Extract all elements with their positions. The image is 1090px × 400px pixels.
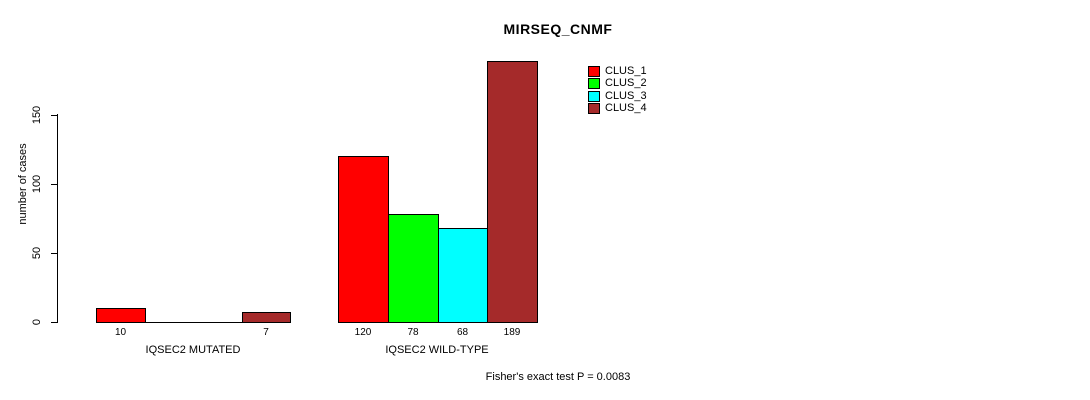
legend-entry-clus_4: CLUS_4: [588, 103, 647, 114]
bar-value-label: 120: [354, 327, 372, 338]
y-axis-line: [57, 114, 58, 323]
y-tick-label: 50: [31, 246, 43, 260]
legend-label: CLUS_3: [605, 90, 647, 102]
legend-swatch-clus_3: [588, 91, 600, 102]
legend-swatch-clus_2: [588, 78, 600, 89]
x-group-label-wildtype: IQSEC2 WILD-TYPE: [385, 344, 489, 356]
bar-value-label: 68: [456, 327, 469, 338]
x-group-label-mutated: IQSEC2 MUTATED: [145, 344, 241, 356]
legend-label: CLUS_4: [605, 102, 647, 114]
y-tick-label: 150: [31, 105, 43, 125]
bar-clus_1-group2: [338, 156, 389, 323]
bar-clus_4-group1: [242, 312, 291, 323]
bar-value-label: 189: [503, 327, 521, 338]
legend-swatch-clus_4: [588, 103, 600, 114]
bar-clus_2-group2: [388, 214, 439, 323]
chart-title: MIRSEQ_CNMF: [503, 21, 613, 37]
legend-entry-clus_1: CLUS_1: [588, 66, 647, 77]
bar-clus_1-group1: [96, 308, 146, 323]
legend-label: CLUS_2: [605, 77, 647, 89]
y-axis-label: number of cases: [17, 143, 29, 225]
bar-value-label: 7: [263, 327, 269, 338]
bar-clus_3-group2: [438, 228, 488, 323]
legend-entry-clus_2: CLUS_2: [588, 78, 647, 89]
y-tick-mark: [51, 322, 58, 323]
y-tick-mark: [51, 184, 58, 185]
fisher-test-annotation: Fisher's exact test P = 0.0083: [485, 371, 631, 383]
bar-clus_3-group1-zero: [193, 322, 243, 323]
y-tick-label: 100: [31, 174, 43, 194]
bar-value-label: 10: [114, 327, 127, 338]
y-tick-label: 0: [31, 318, 43, 326]
bar-clus_4-group2: [487, 61, 538, 323]
y-tick-mark: [51, 115, 58, 116]
legend-swatch-clus_1: [588, 66, 600, 77]
bar-value-label: 78: [407, 327, 419, 338]
legend-entry-clus_3: CLUS_3: [588, 91, 647, 102]
legend-label: CLUS_1: [605, 65, 647, 77]
bar-clus_2-group1-zero: [145, 322, 194, 323]
y-tick-mark: [51, 253, 58, 254]
